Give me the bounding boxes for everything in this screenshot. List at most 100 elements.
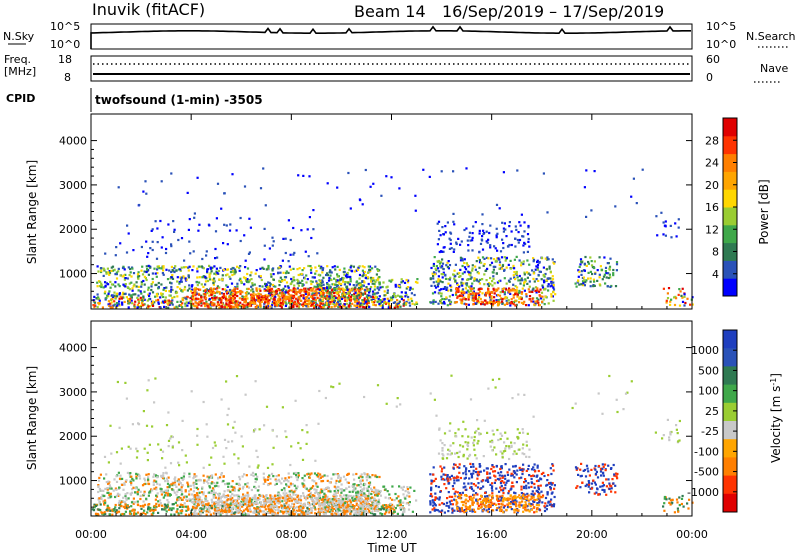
range-gate-cell bbox=[207, 482, 210, 485]
range-gate-cell bbox=[300, 290, 303, 293]
range-gate-cell bbox=[337, 502, 340, 505]
range-gate-cell bbox=[218, 297, 221, 300]
range-gate-cell bbox=[410, 297, 413, 300]
range-gate-cell bbox=[147, 508, 150, 511]
range-gate-cell bbox=[120, 297, 123, 300]
range-gate-cell bbox=[552, 299, 555, 302]
range-gate-cell bbox=[403, 281, 407, 284]
range-gate-cell bbox=[272, 506, 275, 509]
range-gate-cell bbox=[118, 285, 121, 288]
range-gate-cell bbox=[399, 305, 402, 308]
range-gate-cell bbox=[501, 267, 504, 270]
range-gate-cell bbox=[437, 275, 440, 278]
range-gate-cell bbox=[345, 513, 348, 516]
range-gate-cell bbox=[347, 481, 350, 484]
range-gate-cell bbox=[405, 302, 408, 305]
range-gate-cell bbox=[293, 251, 296, 254]
range-gate-cell bbox=[246, 506, 249, 510]
range-gate-cell bbox=[444, 225, 447, 228]
range-gate-cell bbox=[387, 306, 390, 309]
range-gate-cell bbox=[505, 296, 509, 299]
range-gate-cell bbox=[333, 265, 336, 268]
range-gate-cell bbox=[411, 287, 414, 291]
range-gate-cell bbox=[253, 485, 256, 488]
range-gate-cell bbox=[514, 293, 517, 296]
range-gate-cell bbox=[188, 284, 191, 287]
range-gate-cell bbox=[465, 291, 468, 294]
range-gate-cell bbox=[139, 490, 142, 493]
range-gate-cell bbox=[407, 295, 410, 299]
range-gate-cell bbox=[124, 503, 127, 506]
range-gate-cell bbox=[540, 278, 543, 281]
range-gate-cell bbox=[533, 280, 536, 283]
range-gate-cell bbox=[459, 275, 462, 278]
range-gate-cell bbox=[589, 270, 592, 273]
range-gate-cell bbox=[304, 298, 307, 302]
range-gate-cell bbox=[474, 298, 477, 301]
range-gate-cell bbox=[245, 295, 248, 298]
range-gate-cell bbox=[246, 278, 249, 281]
range-gate-cell bbox=[669, 300, 672, 303]
range-gate-cell bbox=[193, 475, 196, 478]
range-gate-cell bbox=[257, 292, 260, 295]
range-gate-cell bbox=[497, 299, 500, 302]
range-gate-cell bbox=[442, 268, 445, 271]
range-gate-cell bbox=[165, 268, 168, 271]
range-gate-cell bbox=[466, 278, 469, 281]
range-gate-cell bbox=[402, 304, 405, 307]
range-gate-cell bbox=[308, 493, 312, 496]
range-gate-cell bbox=[229, 277, 232, 280]
range-gate-cell bbox=[358, 505, 361, 508]
range-gate-cell bbox=[441, 226, 444, 229]
range-gate-cell bbox=[244, 483, 247, 486]
range-gate-cell bbox=[359, 475, 362, 478]
range-gate-cell bbox=[518, 259, 521, 262]
range-gate-cell bbox=[284, 237, 287, 240]
range-gate-cell bbox=[167, 299, 170, 302]
range-gate-cell bbox=[270, 472, 274, 475]
range-gate-cell bbox=[503, 303, 506, 306]
range-gate-cell bbox=[367, 288, 370, 291]
range-gate-cell bbox=[457, 287, 460, 290]
range-gate-cell bbox=[669, 224, 672, 227]
range-gate-cell bbox=[196, 270, 199, 273]
range-gate-cell bbox=[357, 298, 360, 301]
range-gate-cell bbox=[211, 296, 214, 299]
range-gate-cell bbox=[295, 305, 298, 308]
range-gate-cell bbox=[369, 287, 372, 291]
range-gate-cell bbox=[193, 212, 196, 215]
range-gate-cell bbox=[333, 301, 336, 304]
range-gate-cell bbox=[200, 301, 203, 305]
range-gate-cell bbox=[464, 287, 467, 290]
range-gate-cell bbox=[148, 292, 151, 295]
range-gate-cell bbox=[281, 510, 284, 513]
range-gate-cell bbox=[251, 301, 254, 304]
range-gate-cell bbox=[259, 304, 262, 307]
range-gate-cell bbox=[113, 478, 116, 481]
range-gate-cell bbox=[492, 268, 495, 271]
range-gate-cell bbox=[166, 506, 169, 509]
range-gate-cell bbox=[270, 297, 273, 300]
range-gate-cell bbox=[247, 281, 250, 284]
range-gate-cell bbox=[336, 489, 340, 492]
range-gate-cell bbox=[179, 269, 182, 272]
range-gate-cell bbox=[463, 271, 466, 274]
range-gate-cell bbox=[440, 266, 443, 269]
range-gate-cell bbox=[299, 509, 302, 512]
range-gate-cell bbox=[141, 299, 144, 302]
range-gate-cell bbox=[339, 479, 342, 482]
range-gate-cell bbox=[97, 490, 100, 494]
range-gate-cell bbox=[119, 274, 122, 277]
range-gate-cell bbox=[491, 284, 494, 287]
range-gate-cell bbox=[212, 488, 215, 491]
range-gate-cell bbox=[239, 502, 242, 505]
range-gate-cell bbox=[95, 504, 98, 507]
range-gate-cell bbox=[143, 492, 146, 495]
range-gate-cell bbox=[195, 479, 198, 482]
range-gate-cell bbox=[483, 273, 486, 276]
range-gate-cell bbox=[131, 267, 134, 270]
range-gate-cell bbox=[195, 475, 198, 478]
range-gate-cell bbox=[310, 288, 314, 291]
range-gate-cell bbox=[320, 488, 323, 491]
